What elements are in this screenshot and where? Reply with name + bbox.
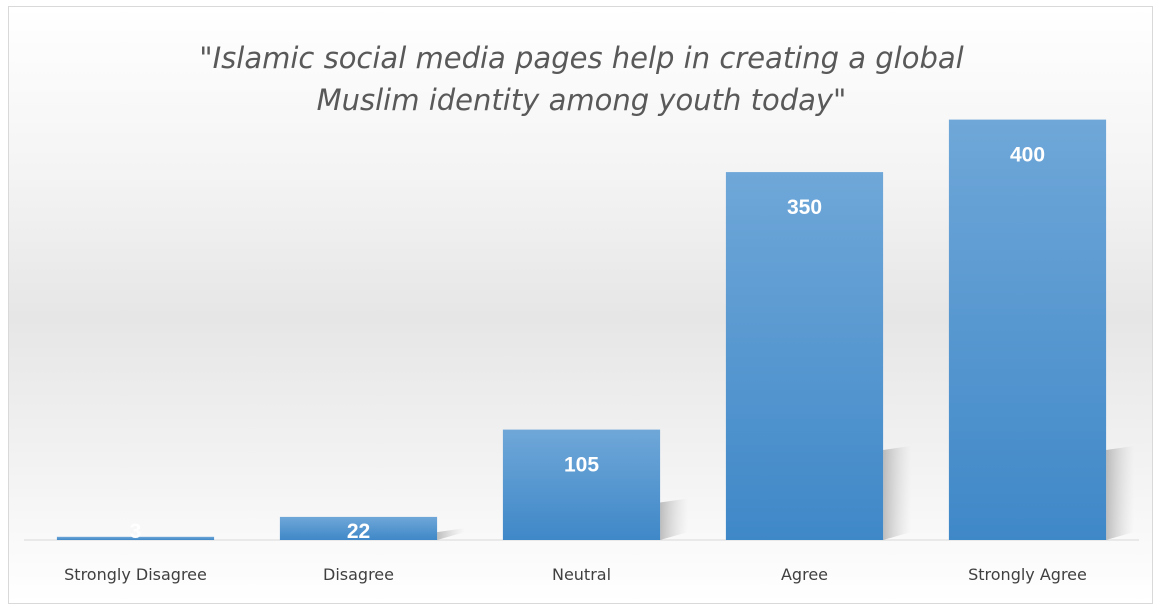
data-label: 350 xyxy=(787,196,822,219)
chart-title: "Islamic social media pages help in crea… xyxy=(9,37,1154,121)
bars-group xyxy=(56,119,1107,540)
bar-chart: 3 22 105 350 400 Strongly Disagree Disagree Ne… xyxy=(24,119,1139,584)
chart-title-line-1: "Islamic social media pages help in crea… xyxy=(199,41,964,75)
category-label: Strongly Agree xyxy=(968,565,1087,584)
bar-shadows xyxy=(437,446,1135,540)
bar-disagree xyxy=(279,516,438,540)
category-labels-group: Strongly Disagree Disagree Neutral Agree Str… xyxy=(64,565,1087,584)
category-label: Strongly Disagree xyxy=(64,565,207,584)
data-label: 22 xyxy=(347,520,370,543)
bar-agree xyxy=(725,172,884,540)
bar-shadow xyxy=(883,446,912,540)
category-label: Neutral xyxy=(552,565,611,584)
bar-shadow xyxy=(660,498,689,540)
data-label: 105 xyxy=(564,454,599,477)
bar-shadow xyxy=(437,528,466,540)
chart-area: "Islamic social media pages help in crea… xyxy=(8,6,1153,604)
category-label: Disagree xyxy=(323,565,394,584)
data-labels-group: 3 22 105 350 400 xyxy=(130,144,1045,543)
chart-title-line-2: Muslim identity among youth today" xyxy=(316,83,847,117)
category-label: Agree xyxy=(781,565,828,584)
bar-strongly-disagree xyxy=(56,536,215,540)
data-label: 400 xyxy=(1010,144,1045,167)
bar-neutral xyxy=(502,429,661,540)
bar-shadow xyxy=(1106,446,1135,540)
bar-strongly-agree xyxy=(948,119,1107,540)
data-label: 3 xyxy=(130,520,142,543)
